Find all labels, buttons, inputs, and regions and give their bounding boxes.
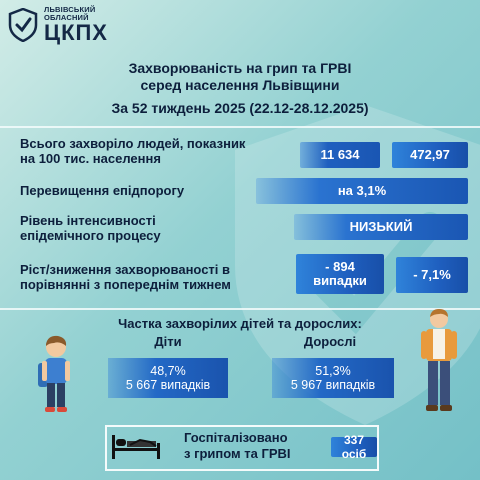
change-cases-number: - 894	[325, 259, 355, 274]
org-abbreviation: ЦКПХ	[44, 20, 108, 45]
change-percent-value: - 7,1%	[396, 257, 468, 293]
org-logo: ЛЬВІВСЬКИЙ ОБЛАСНИЙ ЦКПХ	[8, 6, 108, 44]
threshold-value: на 3,1%	[256, 178, 468, 204]
week-period: За 52 тиждень 2025 (22.12-28.12.2025)	[111, 100, 369, 116]
divider	[0, 308, 480, 310]
divider	[0, 126, 480, 128]
adults-title: Дорослі	[303, 334, 357, 349]
hospitalization-label: Госпіталізовано з грипом та ГРВІ	[184, 430, 291, 462]
hospitalization-count: 337 осіб	[331, 433, 377, 461]
title-line2: серед населення Львівщини	[140, 77, 340, 93]
title-line1: Захворюваність на грип та ГРВІ	[128, 60, 352, 76]
children-percent: 48,7%	[150, 364, 186, 378]
change-cases-value: - 894 випадки	[296, 254, 384, 294]
total-label-line1: Всього захворіло людей, показник	[20, 136, 246, 151]
rate-per-100k-value: 472,97	[392, 142, 468, 168]
hospitalization-frame	[105, 425, 379, 471]
share-title: Частка захворілих дітей та дорослих:	[118, 316, 362, 331]
intensity-label: Рівень інтенсивності епідемічного процес…	[20, 213, 161, 243]
intensity-label-line2: епідемічного процесу	[20, 228, 161, 243]
total-label-line2: на 100 тис. населення	[20, 151, 161, 166]
adults-share-box: 51,3% 5 967 випадків	[272, 358, 394, 398]
adults-cases: 5 967 випадків	[290, 378, 376, 392]
change-label-line1: Ріст/зниження захворюваності в	[20, 262, 231, 277]
page-title: Захворюваність на грип та ГРВІ серед нас…	[0, 60, 480, 94]
org-name-line1: ЛЬВІВСЬКИЙ	[44, 5, 96, 14]
intensity-label-line1: Рівень інтенсивності	[20, 213, 156, 228]
hospitalization-label-line2: з грипом та ГРВІ	[184, 446, 291, 461]
hospitalization-label-line1: Госпіталізовано	[184, 430, 288, 445]
adult-man-icon	[421, 309, 457, 411]
threshold-label: Перевищення епідпорогу	[20, 183, 185, 198]
children-title: Діти	[154, 334, 182, 349]
children-cases: 5 667 випадків	[125, 378, 211, 392]
change-label-line2: порівнянні з попереднім тижнем	[20, 277, 231, 292]
change-label: Ріст/зниження захворюваності в порівнянн…	[20, 262, 231, 292]
total-label: Всього захворіло людей, показник на 100 …	[20, 136, 245, 166]
children-share-box: 48,7% 5 667 випадків	[108, 358, 228, 398]
total-count-value: 11 634	[300, 142, 380, 168]
child-with-backpack-icon	[38, 335, 70, 412]
org-name-line2: ОБЛАСНИЙ	[44, 13, 89, 22]
adults-percent: 51,3%	[315, 364, 351, 378]
hospital-bed-icon	[112, 435, 160, 459]
change-cases-unit: випадки	[313, 273, 367, 288]
shield-check-icon	[8, 8, 38, 42]
intensity-value: НИЗЬКИЙ	[294, 214, 468, 240]
